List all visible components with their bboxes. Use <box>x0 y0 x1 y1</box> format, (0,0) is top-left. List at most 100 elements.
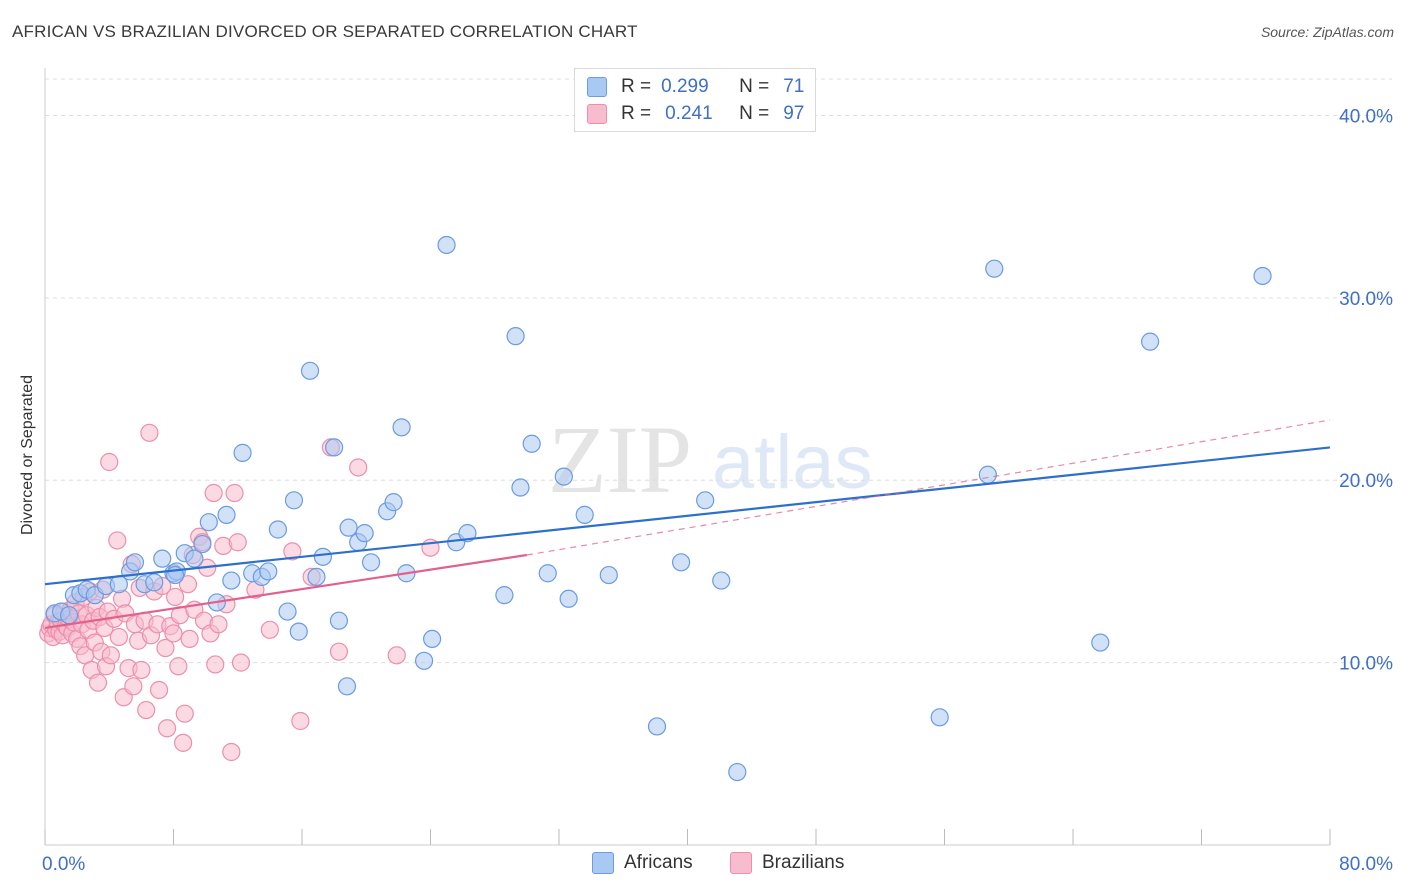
africans-points <box>45 235 1272 782</box>
africans-point <box>284 491 304 510</box>
africans-point <box>199 513 218 532</box>
africans-point <box>506 327 525 346</box>
africans-point <box>437 235 456 255</box>
africans-point <box>414 651 434 670</box>
y-tick-label: 10.0% <box>1339 654 1393 675</box>
legend-row-africans: R = 0.299 N = 71 <box>587 75 804 99</box>
africans-point <box>125 553 145 572</box>
brazilians-point <box>231 653 251 672</box>
brazilians-point <box>225 483 244 503</box>
source-label: Source: ZipAtlas.com <box>1260 24 1394 40</box>
brazilians-point <box>209 615 228 634</box>
brazilians-point <box>283 542 302 561</box>
brazilians-point <box>149 680 169 700</box>
africans-point <box>495 586 514 605</box>
africans-point <box>289 622 308 641</box>
brazilians-point <box>204 483 223 503</box>
africans-point <box>59 606 79 625</box>
africans-point <box>337 677 357 696</box>
africans-point <box>458 524 477 543</box>
africans-point <box>339 518 358 537</box>
africans-point <box>671 553 691 572</box>
africans-point <box>307 567 326 587</box>
brazilians-trend-extension <box>526 419 1331 556</box>
tick-labels: 10.0% 20.0% 30.0% 40.0% 0.0% 80.0% <box>42 106 1393 875</box>
brazilians-legend-swatch <box>730 852 752 874</box>
brazilians-point <box>349 458 368 477</box>
africans-point <box>355 524 374 543</box>
africans-point <box>522 434 541 453</box>
brazilians-point <box>178 575 198 594</box>
brazilians-r-label: R = <box>621 103 652 124</box>
brazilians-point <box>174 733 193 752</box>
africans-point <box>392 418 411 437</box>
africans-point <box>554 467 573 486</box>
legend-item-africans[interactable]: Africans <box>592 852 693 874</box>
brazilians-point <box>108 531 127 550</box>
africans-point <box>511 478 530 497</box>
brazilians-trend-line <box>44 553 528 630</box>
trend-lines <box>44 419 1331 630</box>
africans-n-value: 71 <box>783 76 805 97</box>
watermark-atlas: atlas <box>712 420 873 505</box>
brazilians-point <box>387 646 406 665</box>
africans-point <box>259 562 278 581</box>
africans-point <box>985 259 1004 278</box>
brazilians-point <box>228 533 247 552</box>
africans-point <box>325 438 344 457</box>
brazilians-point <box>140 423 159 442</box>
stats-legend: R = 0.299 N = 71 R = 0.241 N = 97 <box>574 68 816 132</box>
brazilians-n-label: N = <box>739 103 770 124</box>
africans-legend-label: Africans <box>624 852 693 873</box>
brazilians-point <box>291 711 310 731</box>
africans-point <box>930 708 949 727</box>
brazilians-point <box>169 657 188 676</box>
brazilians-swatch <box>587 104 607 124</box>
africans-point <box>217 505 236 524</box>
brazilians-point <box>166 587 185 607</box>
africans-point <box>193 534 212 554</box>
brazilians-point <box>88 673 108 692</box>
africans-point <box>728 762 747 782</box>
africans-point <box>384 493 403 512</box>
africans-r-value: 0.299 <box>661 76 709 97</box>
chart-title: AFRICAN VS BRAZILIAN DIVORCED OR SEPARAT… <box>12 22 638 41</box>
africans-point <box>300 361 320 380</box>
legend-row-brazilians: R = 0.241 N = 97 <box>587 102 804 126</box>
y-tick-label: 40.0% <box>1339 106 1393 127</box>
africans-trend-line <box>44 446 1331 586</box>
brazilians-n-value: 97 <box>783 103 805 124</box>
africans-point <box>329 611 349 630</box>
brazilians-point <box>101 646 120 665</box>
brazilians-point <box>124 677 143 696</box>
x-tick-label-max: 80.0% <box>1339 854 1393 875</box>
africans-point <box>696 491 715 510</box>
africans-point <box>978 465 997 484</box>
x-tick-label-min: 0.0% <box>42 854 85 875</box>
brazilians-point <box>100 452 119 472</box>
zipatlas-watermark: ZIP atlas <box>548 406 873 513</box>
africans-legend-swatch <box>592 852 614 874</box>
legend-item-brazilians[interactable]: Brazilians <box>730 852 844 874</box>
brazilians-point <box>260 620 279 639</box>
series-legend: Africans Brazilians <box>0 852 1406 876</box>
brazilians-point <box>157 719 177 738</box>
africans-point <box>222 571 241 590</box>
africans-point <box>538 564 557 583</box>
africans-point <box>1253 266 1272 286</box>
y-tick-label: 30.0% <box>1339 289 1393 310</box>
africans-point <box>599 565 618 585</box>
brazilians-point <box>156 638 175 658</box>
y-tick-label: 20.0% <box>1339 471 1393 492</box>
africans-n-label: N = <box>739 76 770 97</box>
brazilians-point <box>222 742 241 762</box>
watermark-zip: ZIP <box>548 406 692 513</box>
africans-point <box>1091 633 1110 652</box>
africans-r-label: R = <box>621 76 652 97</box>
brazilians-point <box>137 700 156 720</box>
africans-point <box>361 553 381 572</box>
brazilians-point <box>175 704 194 723</box>
africans-point <box>1140 332 1160 351</box>
brazilians-point <box>132 660 151 680</box>
africans-point <box>278 602 297 621</box>
